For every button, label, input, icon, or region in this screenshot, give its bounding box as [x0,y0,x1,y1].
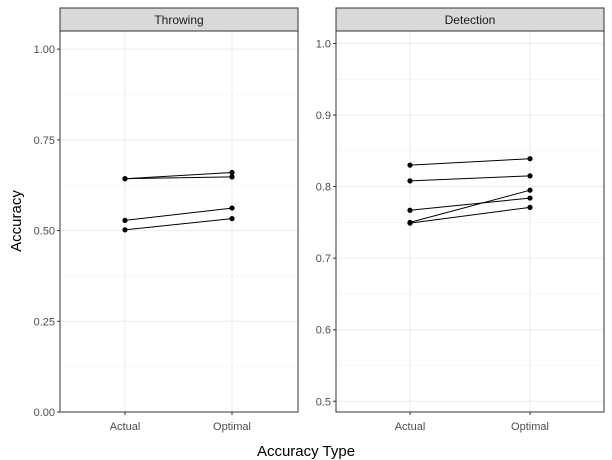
data-point [122,227,128,233]
y-tick-label: 0.5 [316,396,331,408]
data-point [229,205,235,211]
data-point [229,174,235,180]
data-point [407,162,413,168]
data-point [527,204,533,210]
panel-detection: Detection 0.5 0.6 0.7 0.8 0.9 1.0 Actual Optim… [316,7,605,433]
series-line [409,197,531,211]
y-ticks-throwing: 0.00 0.25 0.50 0.75 1.00 [34,44,60,419]
x-ticks-detection: Actual Optimal [395,412,549,433]
points-detection [407,156,533,226]
series-line [409,206,531,224]
x-tick-label: Optimal [213,421,251,433]
data-point [122,176,128,182]
data-point [407,207,413,213]
gridlines-detection [336,31,604,412]
series-line [409,158,531,166]
x-tick-label: Optimal [511,421,549,433]
y-tick-label: 0.6 [316,325,331,337]
y-ticks-detection: 0.5 0.6 0.7 0.8 0.9 1.0 [316,39,336,408]
y-axis-title: Accuracy [8,190,25,252]
x-ticks-throwing: Actual Optimal [110,412,251,433]
data-point [527,195,533,201]
gridlines-throwing [60,31,298,413]
y-tick-label: 0.8 [316,182,331,194]
points-throwing [122,169,235,233]
series-line [124,172,233,180]
data-point [229,215,235,222]
data-point [229,169,235,176]
series-line [409,189,531,223]
data-point [527,173,533,179]
panel-border-throwing [59,30,299,413]
series-line [124,176,233,180]
data-point [407,220,413,226]
y-tick-label: 1.00 [34,44,55,56]
series-lines-detection [409,158,531,224]
panel-border-detection [335,30,605,413]
y-tick-label: 0.50 [34,226,55,238]
strip-title-detection: Detection [445,13,496,27]
y-tick-label: 0.7 [316,253,331,265]
series-lines-throwing [124,172,233,231]
y-tick-label: 0.75 [34,135,55,147]
series-line [124,218,233,231]
series-line [124,207,233,221]
data-point [407,178,413,184]
y-tick-label: 0.00 [34,407,55,419]
data-point [122,217,128,224]
x-tick-label: Actual [110,421,141,433]
x-axis-title: Accuracy Type [257,443,355,460]
strip-title-throwing: Throwing [154,13,203,27]
x-tick-label: Actual [395,421,426,433]
data-point [527,187,533,193]
panel-throwing: Throwing 0.00 0.25 0.50 0.75 1.00 Actual Opti… [34,7,299,433]
data-point [527,156,533,162]
y-tick-label: 0.25 [34,316,55,328]
series-line [409,175,531,182]
y-tick-label: 0.9 [316,110,331,122]
y-tick-label: 1.0 [316,39,331,51]
